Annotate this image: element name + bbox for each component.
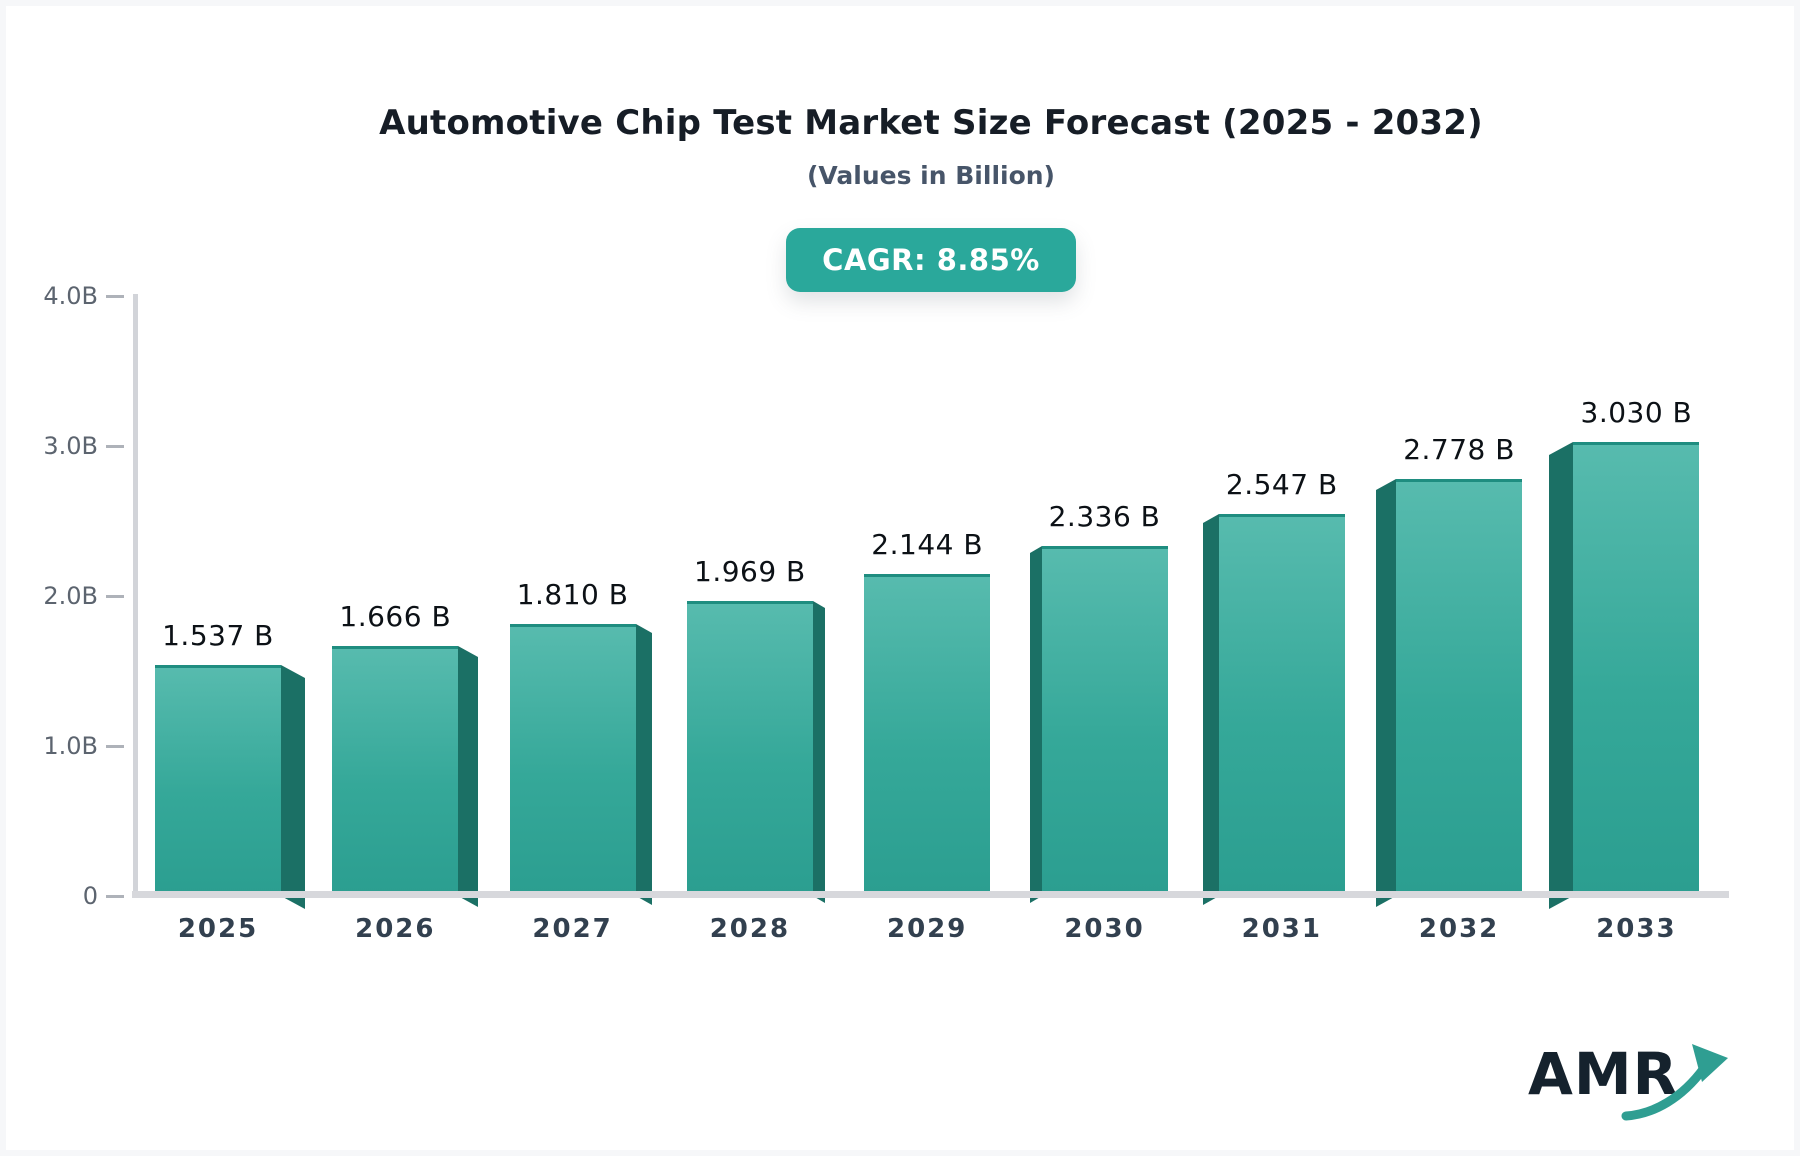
amr-logo-text: AMR	[1528, 1040, 1679, 1108]
x-axis-label-2026: 2026	[355, 914, 436, 944]
bar-2028	[686, 601, 813, 896]
bar-2029	[864, 574, 991, 896]
bar-2025	[155, 665, 281, 896]
bar-chart: 4.0B 3.0B 2.0B 1.0B 0 1.537 B 2025 1.666 B 2026…	[6, 6, 1794, 1150]
x-axis-label-2033: 2033	[1596, 914, 1677, 944]
bar-2033	[1573, 442, 1700, 896]
bar-value-label: 3.030 B	[1580, 396, 1693, 429]
bar-2026	[332, 646, 459, 896]
amr-logo: AMR	[1528, 1038, 1738, 1128]
growth-arrow-icon	[1621, 1044, 1728, 1121]
bar-value-label: 1.666 B	[339, 600, 452, 633]
bar-value-label: 2.778 B	[1403, 433, 1515, 466]
y-tick-label: 0	[82, 882, 98, 910]
bar-side-face	[1376, 479, 1397, 907]
bar-side-face	[281, 665, 305, 909]
y-tick-mark	[106, 295, 124, 298]
chart-title: Automotive Chip Test Market Size Forecas…	[379, 103, 1483, 143]
x-axis-baseline	[132, 891, 1729, 898]
y-tick-label: 3.0B	[43, 432, 98, 460]
bar-value-label: 2.547 B	[1225, 468, 1338, 501]
chart-header: Automotive Chip Test Market Size Forecas…	[133, 6, 1729, 292]
bar-side-face	[1202, 514, 1219, 905]
bar-side-face	[812, 601, 825, 903]
bar-2030	[1041, 546, 1168, 896]
chart-subtitle: (Values in Billion)	[807, 161, 1055, 190]
bar-2031	[1218, 514, 1345, 896]
bar-2032	[1396, 479, 1523, 896]
bar-value-label: 1.537 B	[162, 619, 274, 652]
bar-value-label: 2.144 B	[871, 528, 984, 561]
y-tick-mark	[106, 595, 124, 598]
bar-side-face	[1549, 442, 1574, 909]
x-axis-label-2028: 2028	[709, 914, 791, 944]
y-tick-mark	[106, 445, 124, 448]
bar-side-face	[458, 646, 479, 907]
bar-side-face	[1029, 546, 1042, 903]
y-tick-mark	[106, 895, 124, 898]
bar-2027	[509, 624, 636, 896]
y-tick-label: 1.0B	[43, 732, 98, 760]
x-axis-label-2025: 2025	[177, 914, 259, 944]
x-axis-label-2031: 2031	[1241, 914, 1322, 944]
x-axis-label-2030: 2030	[1064, 914, 1145, 944]
y-tick-label: 2.0B	[43, 582, 98, 610]
x-axis-label-2032: 2032	[1418, 914, 1500, 944]
cagr-badge: CAGR: 8.85%	[786, 228, 1076, 292]
bar-value-label: 1.969 B	[694, 555, 806, 588]
bar-value-label: 1.810 B	[516, 578, 629, 611]
y-tick-mark	[106, 745, 124, 748]
x-axis-label-2029: 2029	[887, 914, 968, 944]
x-axis-label-2027: 2027	[532, 914, 613, 944]
bar-side-face	[635, 624, 652, 905]
y-tick-label: 4.0B	[43, 282, 98, 310]
bar-value-label: 2.336 B	[1048, 500, 1161, 533]
y-axis-line	[133, 294, 138, 898]
